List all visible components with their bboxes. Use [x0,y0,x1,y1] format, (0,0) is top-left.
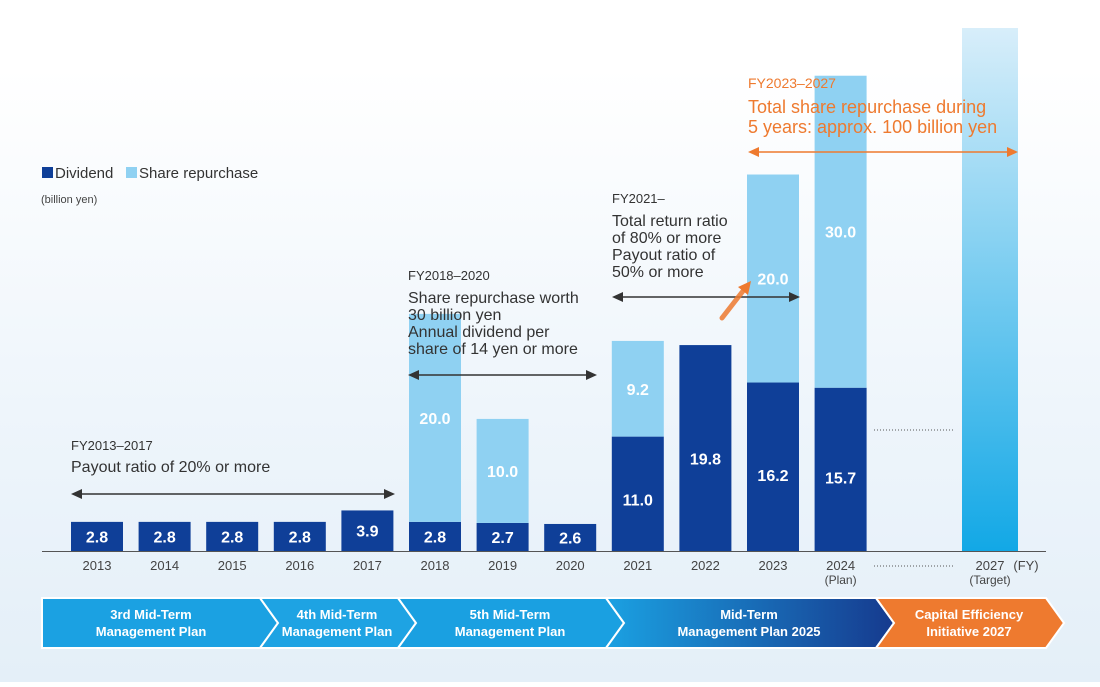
annotation-fy2013-heading: FY2013–2017 [71,438,153,453]
annotation-fy2021-line: of 80% or more [612,230,721,247]
plan-chevron-4 [604,597,896,649]
annotation-fy2018-line: Annual dividend per [408,324,550,341]
repurchase-value-label-2018: 20.0 [419,411,450,428]
repurchase-bar-2019 [476,418,529,523]
annotation-fy2018-heading: FY2018–2020 [408,268,490,283]
dividend-value-label-2024: 15.7 [825,471,856,488]
plan-label-1: Management Plan [96,624,207,639]
x-tick-label-2022: 2022 [691,558,720,573]
plan-label-5: Capital Efficiency [915,607,1024,622]
dividend-bar-2015 [206,521,259,551]
repurchase-bar-2021 [611,340,664,437]
dividend-bar-2016 [273,521,326,551]
annotation-fy2021-line: Payout ratio of [612,247,716,264]
dividend-value-label-2017: 3.9 [356,524,378,541]
dividend-value-label-2015: 2.8 [221,529,243,546]
plan-label-4: Mid-Term [720,607,778,622]
legend-dividend-label: Dividend [55,165,113,182]
dividend-bar-2013 [71,521,123,551]
dividend-value-label-2013: 2.8 [86,529,108,546]
annotation-fy2023-line: Total share repurchase during [748,97,986,117]
plan-chevron-3 [396,597,626,649]
repurchase-bar-2023 [747,174,799,383]
plan-chevron-5 [874,597,1066,649]
dividend-value-label-2018: 2.8 [424,529,446,546]
dividend-bar-2024 [814,387,867,551]
x-tick-sublabel-2024: (Plan) [825,573,857,587]
annotation-fy2023-arrow [748,147,1018,157]
repurchase-bar-2018 [409,313,461,522]
annotation-fy2023-heading: FY2023–2027 [748,75,836,91]
x-tick-label-2023: 2023 [759,558,788,573]
dividend-bar-2021 [611,436,664,551]
x-tick-label-2015: 2015 [218,558,247,573]
repurchase-value-label-2023: 20.0 [757,272,788,289]
x-tick-label-2014: 2014 [150,558,179,573]
target-bar-2027 [962,28,1018,551]
annotation-fy2013-line: Payout ratio of 20% or more [71,459,270,476]
plan-label-4: Management Plan 2025 [677,624,820,639]
plan-label-2: 4th Mid-Term [297,607,378,622]
dividend-bar-2017 [341,510,394,551]
x-tick-label-2016: 2016 [285,558,314,573]
dividend-bar-2014 [138,521,191,551]
plan-label-5: Initiative 2027 [926,624,1011,639]
repurchase-bar-2024 [814,75,867,388]
plan-chevron-2 [258,597,418,649]
annotation-fy2018-line: Share repurchase worth [408,290,579,307]
annotation-fy2021-line: 50% or more [612,264,704,281]
x-tick-sublabel-2027: (Target) [969,573,1010,587]
dividend-value-label-2021: 11.0 [623,493,653,510]
x-tick-label-2027: 2027 [976,558,1005,573]
plan-label-3: 5th Mid-Term [470,607,551,622]
plan-chevron-1 [41,597,280,649]
dividend-value-label-2020: 2.6 [559,530,581,547]
legend-repurchase-swatch [126,167,137,178]
x-tick-label-2019: 2019 [488,558,517,573]
annotation-fy2018-line: 30 billion yen [408,307,501,324]
x-tick-label-2021: 2021 [623,558,652,573]
repurchase-value-label-2021: 9.2 [627,382,649,399]
x-tick-label-2024: 2024 [826,558,855,573]
legend-dividend-swatch [42,167,53,178]
dividend-value-label-2023: 16.2 [757,468,788,485]
annotation-fy2018-arrow [408,370,597,380]
x-tick-label-2013: 2013 [83,558,112,573]
legend-unit-label: (billion yen) [41,194,97,206]
repurchase-value-label-2019: 10.0 [487,464,518,481]
dividend-value-label-2019: 2.7 [491,530,513,547]
annotation-fy2013-arrow [71,489,395,499]
dividend-bar-2023 [747,382,799,551]
annotation-fy2021-arrow [612,292,800,302]
plan-label-1: 3rd Mid-Term [110,607,191,622]
dividend-bar-2022 [679,345,732,551]
annotation-fy2021-line: Total return ratio [612,213,728,230]
dividend-bar-2019 [476,522,529,551]
plan-label-3: Management Plan [455,624,566,639]
fy-unit-label: (FY) [1013,558,1038,573]
x-tick-label-2020: 2020 [556,558,585,573]
annotation-fy2018-line: share of 14 yen or more [408,341,578,358]
repurchase-value-label-2024: 30.0 [825,225,856,242]
dividend-value-label-2014: 2.8 [153,529,175,546]
dividend-bar-2020 [544,523,597,551]
x-tick-label-2017: 2017 [353,558,382,573]
plan-label-2: Management Plan [282,624,393,639]
annotation-fy2023-line: 5 years: approx. 100 billion yen [748,117,997,137]
annotation-fy2021-heading: FY2021– [612,191,666,206]
dividend-value-label-2022: 19.8 [690,451,721,468]
orange-increase-arrow-icon [719,281,751,321]
legend-repurchase-label: Share repurchase [139,165,258,182]
dividend-value-label-2016: 2.8 [289,529,311,546]
x-tick-label-2018: 2018 [421,558,450,573]
dividend-bar-2018 [409,521,461,551]
